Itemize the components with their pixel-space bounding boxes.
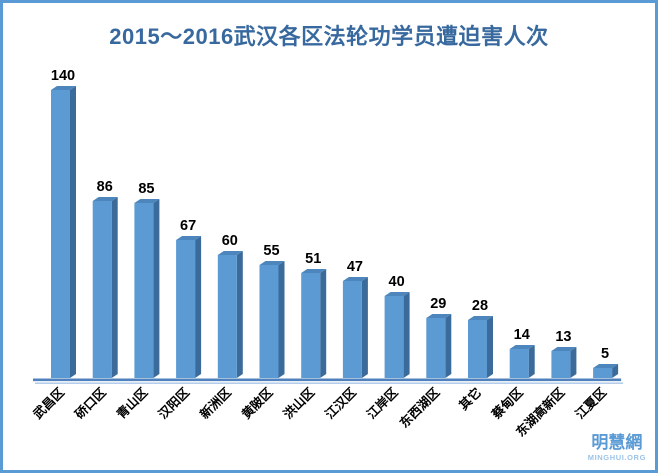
bar: [301, 273, 321, 378]
bar-side-face: [361, 277, 368, 378]
bar-group: 140 武昌区: [30, 68, 76, 422]
bar-top-face: [468, 316, 493, 320]
category-label: 青山区: [113, 384, 150, 421]
bar-top-face: [384, 292, 410, 296]
bar-side-face: [320, 269, 327, 378]
bar: [551, 351, 571, 378]
category-label: 江夏区: [572, 384, 609, 421]
category-label: 东西湖区: [396, 384, 442, 430]
bar: [384, 296, 404, 378]
value-label: 55: [263, 243, 279, 259]
bar: [217, 255, 237, 378]
bar-side-face: [278, 261, 285, 378]
value-label: 140: [51, 68, 75, 84]
bar-side-face: [153, 199, 160, 378]
value-label: 5: [601, 346, 609, 362]
bar: [134, 203, 154, 378]
bar-side-face: [487, 316, 493, 378]
bar-side-face: [70, 86, 76, 378]
bar-group: 85 青山区: [113, 181, 160, 422]
minghui-logo-url: MINGHUI.ORG: [587, 453, 646, 463]
bar-top-face: [342, 277, 368, 281]
bar: [176, 240, 196, 378]
bar-group: 55 黄陂区: [238, 243, 285, 422]
category-label: 硚口区: [72, 384, 109, 421]
bar-top-face: [301, 269, 327, 273]
bar-group: 14 蔡甸区: [488, 327, 535, 422]
bar: [51, 90, 70, 378]
value-label: 28: [472, 298, 488, 314]
bar-group: 51 洪山区: [280, 251, 327, 422]
minghui-logo: 明慧網 MINGHUI.ORG: [588, 434, 646, 462]
bar-group: 47 江汉区: [322, 259, 368, 422]
bar-side-face: [570, 347, 577, 378]
bar-side-face: [445, 314, 452, 378]
value-label: 14: [514, 327, 530, 343]
bar-chart: 140 武昌区 86 硚口区 85 青山区 67 汉阳区 60 新洲区 55 黄陂区 51 洪山区 47 江汉…: [30, 68, 624, 439]
bar-side-face: [111, 197, 118, 378]
category-label: 江岸区: [364, 384, 401, 421]
category-label: 江汉区: [322, 384, 359, 421]
category-label: 武昌区: [30, 384, 67, 421]
bar: [92, 201, 112, 378]
bar: [593, 368, 613, 378]
value-label: 85: [138, 181, 154, 197]
bar: [509, 349, 529, 378]
value-label: 40: [389, 274, 405, 290]
bar: [342, 281, 362, 378]
value-label: 86: [97, 179, 113, 195]
bar-top-face: [92, 197, 118, 201]
bar-group: 40 江岸区: [364, 274, 410, 422]
category-label: 汉阳区: [155, 384, 192, 421]
bar-top-face: [426, 314, 452, 318]
value-label: 60: [222, 233, 238, 249]
bar-group: 60 新洲区: [197, 233, 243, 422]
bar: [426, 318, 446, 378]
bar-top-face: [551, 347, 577, 351]
minghui-logo-text: 明慧網: [591, 433, 643, 453]
bar: [259, 265, 279, 378]
bar-top-face: [593, 364, 619, 368]
bar-top-face: [51, 86, 76, 90]
bar-group: 86 硚口区: [72, 179, 118, 422]
bar-side-face: [403, 292, 410, 378]
bar-side-face: [236, 251, 243, 378]
category-label: 黄陂区: [238, 384, 275, 421]
value-label: 13: [555, 329, 571, 345]
value-label: 51: [305, 251, 321, 267]
bar-top-face: [217, 251, 243, 255]
bar-top-face: [509, 345, 535, 349]
value-label: 47: [347, 259, 363, 275]
bar-group: 67 汉阳区: [155, 218, 202, 422]
value-label: 29: [430, 296, 446, 312]
bar-side-face: [612, 364, 619, 378]
bar-group: 28 其它: [456, 298, 493, 413]
category-label: 蔡甸区: [488, 384, 526, 422]
bar: [468, 320, 487, 378]
bar-top-face: [176, 236, 202, 240]
bar-side-face: [195, 236, 202, 378]
category-label: 洪山区: [280, 384, 317, 421]
category-label: 新洲区: [197, 384, 234, 421]
category-label: 其它: [456, 385, 484, 413]
chart-title: 2015～2016武汉各区法轮功学员遭迫害人次: [109, 24, 549, 49]
value-label: 67: [180, 218, 196, 234]
bar-top-face: [259, 261, 285, 265]
bar-side-face: [528, 345, 535, 378]
bar-top-face: [134, 199, 160, 203]
